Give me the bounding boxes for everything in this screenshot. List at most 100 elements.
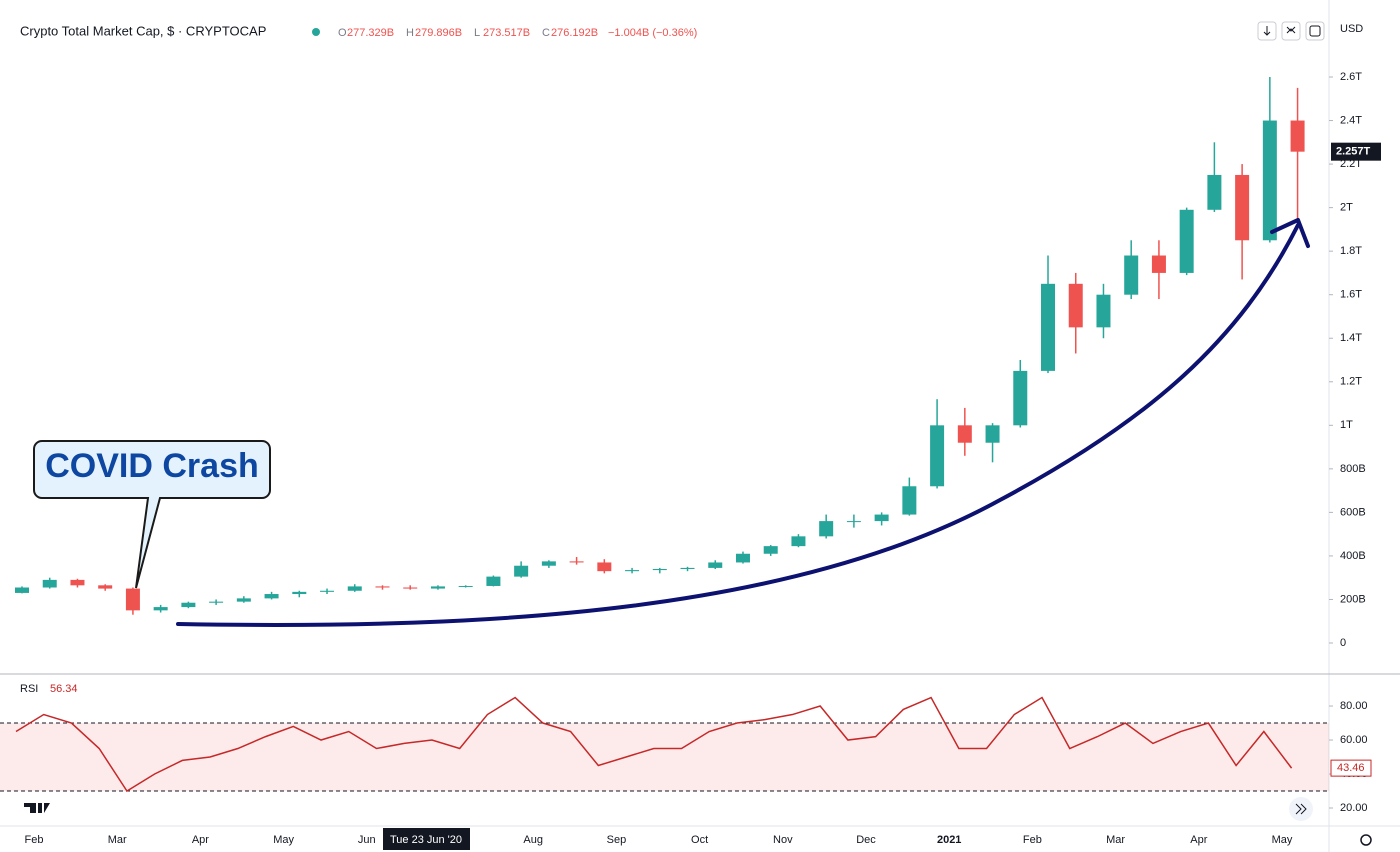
rsi-line (15, 696, 1293, 793)
candle-body (70, 579, 85, 586)
trend-arc (176, 218, 1310, 627)
candle-body (1013, 370, 1028, 426)
icon (1309, 25, 1321, 37)
y-tick-label: 2.2T (1340, 158, 1362, 170)
y-tick-label: 1.8T (1340, 245, 1362, 257)
candle-body (209, 601, 224, 603)
x-tick-label: Sep (607, 834, 627, 846)
rsi-current: 56.34 (50, 683, 78, 695)
rsi-band (0, 723, 1329, 791)
x-tick-label: Mar (108, 834, 127, 846)
scroll-button[interactable] (1289, 797, 1313, 821)
candle-body (1124, 255, 1139, 295)
ohlc-value: 273.517B (483, 27, 530, 39)
candle-body (846, 521, 861, 523)
candle-body (791, 536, 806, 547)
candle-body (430, 586, 445, 589)
y-tick-label: 1T (1340, 419, 1353, 431)
candle-body (375, 586, 390, 588)
x-tick-label: May (1272, 834, 1293, 846)
x-tick-label: 2021 (937, 834, 961, 846)
settings[interactable] (1360, 834, 1372, 846)
crosshair-label-box (383, 828, 470, 850)
y-tick-label: 1.6T (1340, 289, 1362, 301)
y-tick-label: 0 (1340, 637, 1346, 649)
callout: COVID Crash (33, 440, 271, 589)
ohlc-label: C (542, 27, 550, 39)
rsi-value-box (1330, 759, 1372, 777)
change: −1.004B (−0.36%) (608, 27, 697, 39)
ohlc-label: H (406, 27, 414, 39)
candle-body (541, 561, 556, 566)
candle-body (181, 602, 196, 608)
candle-body (1179, 209, 1194, 273)
candle-body (985, 425, 1000, 443)
y-tick-label: 1.4T (1340, 332, 1362, 344)
icon (1263, 26, 1271, 36)
candle-body (569, 561, 584, 563)
candle-body (15, 587, 29, 593)
candle-body (264, 594, 279, 599)
y-tick-label: 60.00 (1340, 734, 1368, 746)
y-tick-label: 2T (1340, 202, 1353, 214)
last-price-label: 2.257T (1336, 146, 1371, 158)
button[interactable] (1305, 21, 1325, 41)
icon (1286, 26, 1296, 34)
candle-body (236, 598, 251, 602)
y-tick-label: 80.00 (1340, 700, 1368, 712)
arc (176, 223, 1300, 627)
x-tick-label: Nov (773, 834, 793, 846)
candle-body (652, 568, 667, 571)
x-tick-label: Mar (1106, 834, 1125, 846)
crosshair-label: Tue 23 Jun '20 (390, 834, 462, 846)
icon (1295, 803, 1307, 815)
price-pane: 0 200B 400B 600B 800B 1T 1.2T 1.4T 1.6T 1.8T 2T 2.2… (15, 71, 1381, 649)
candle-body (708, 562, 723, 568)
y-tick-label: 600B (1340, 506, 1366, 518)
candle-body (763, 546, 778, 554)
candle-body (347, 586, 362, 591)
callout-box (33, 440, 271, 589)
gear-icon[interactable] (1360, 834, 1372, 846)
time-axis: Tue 23 Jun '20 Feb Mar Apr May Jun Aug Sep Oct N… (25, 828, 1293, 850)
last-price-box (1331, 142, 1381, 161)
candle-body (125, 588, 140, 611)
y-tick-label: 800B (1340, 463, 1366, 475)
candle-body (1290, 120, 1305, 152)
candle-body (1151, 255, 1166, 273)
candle-body (458, 585, 473, 587)
x-tick-label: Apr (1190, 834, 1207, 846)
candle-body (486, 576, 501, 586)
x-tick-label: Dec (856, 834, 876, 846)
ohlc-value: 276.192B (551, 27, 598, 39)
candle-body (42, 579, 57, 588)
candle-body (1041, 283, 1056, 371)
y-tick-label: 200B (1340, 593, 1366, 605)
candle-body (819, 521, 834, 537)
candle-body (1068, 283, 1083, 328)
candle-body (98, 585, 113, 589)
arrowhead (1270, 218, 1310, 248)
x-tick-label: Apr (192, 834, 209, 846)
candle-body (292, 591, 307, 595)
x-tick-label: Oct (691, 834, 708, 846)
y-tick-label: 400B (1340, 550, 1366, 562)
rsi-title: RSI (20, 683, 38, 695)
candle-body (153, 607, 168, 611)
currency: USD (1340, 23, 1363, 35)
x-tick-label: Feb (1023, 834, 1042, 846)
market-status (312, 28, 320, 36)
ohlc-value: 277.329B (347, 27, 394, 39)
y-tick-label: 1.2T (1340, 376, 1362, 388)
header: Crypto Total Market Cap, $ · CRYPTOCAP O… (20, 23, 697, 38)
y-tick-label: 2.6T (1340, 71, 1362, 83)
candle-body (874, 514, 889, 522)
candle-body (1235, 174, 1250, 241)
candle-body (735, 553, 750, 563)
candle-body (902, 486, 917, 515)
candle-body (680, 567, 695, 569)
candle-body (403, 587, 418, 589)
candle-body (957, 425, 972, 443)
